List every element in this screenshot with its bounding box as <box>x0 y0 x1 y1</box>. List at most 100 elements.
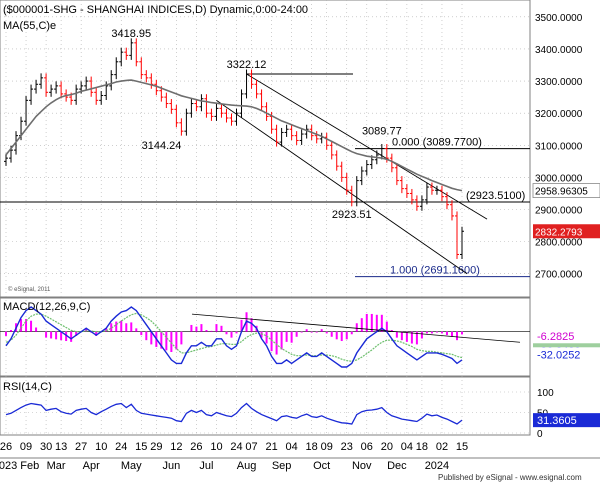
rsi-panel-frame <box>0 376 531 436</box>
month-label: Jun <box>162 460 180 472</box>
price-bar <box>334 150 339 171</box>
macd-value-box <box>533 347 600 362</box>
price-bar <box>404 184 409 198</box>
x-tick-label: 06 <box>361 441 373 453</box>
price-bar <box>444 192 449 210</box>
price-tags: 2958.96305 2832.2793 <box>532 183 600 239</box>
price-bar <box>314 131 319 144</box>
watermark: © eSignal, 2011 <box>8 286 51 293</box>
x-tick-label: 07 <box>245 441 257 453</box>
month-label: Dec <box>387 460 407 472</box>
price-bar <box>254 79 259 99</box>
price-tick-label: 2700.0000 <box>535 270 583 281</box>
price-bar <box>434 185 439 195</box>
price-bar <box>49 84 54 97</box>
x-axis: 26 09 30 13 27 10 24 15 29 12 26 10 24 07 21 04 18 09 23 06… <box>0 441 468 453</box>
price-tick-label: 3500.0000 <box>535 13 583 24</box>
price-y-axis: 3500.0000 3400.0000 3300.0000 3200.0000 3100… <box>535 13 583 281</box>
price-bar <box>84 76 89 91</box>
price-bar <box>74 84 79 105</box>
x-tick-label: 04 <box>401 441 413 453</box>
ma-value-box <box>532 183 600 198</box>
trendline <box>216 99 468 275</box>
macd-title: MACD(12,26,9,C) <box>3 301 90 313</box>
price-bar <box>34 79 39 94</box>
price-bar <box>299 129 304 145</box>
macd-trendline <box>191 313 521 343</box>
price-bar <box>94 87 99 105</box>
price-bar <box>164 92 169 109</box>
rsi-value-label: 31.3605 <box>537 415 577 427</box>
price-bar <box>134 38 139 67</box>
price-bar <box>399 176 404 194</box>
price-bar <box>44 73 49 97</box>
price-bar <box>349 185 354 207</box>
price-bar <box>24 95 29 126</box>
rsi-lines <box>5 402 463 425</box>
price-bar <box>139 57 144 80</box>
x-tick-label: 02 <box>436 441 448 453</box>
price-tick-label: 3400.0000 <box>535 45 583 56</box>
price-bar <box>29 84 34 105</box>
fib-level-label: (2923.5100) <box>466 190 525 202</box>
price-bar <box>419 195 424 211</box>
month-label: May <box>121 460 142 472</box>
price-bar <box>169 99 174 114</box>
macd-lines <box>5 306 521 368</box>
x-tick-label: 26 <box>0 441 12 453</box>
price-bar <box>239 89 244 118</box>
price-annotation-label: 2923.51 <box>332 209 372 221</box>
price-bar <box>339 161 344 182</box>
price-bar <box>354 176 359 207</box>
rsi-tags: 31.3605 <box>533 413 600 428</box>
price-bar <box>129 38 134 60</box>
ma-value-label: 2958.96305 <box>535 187 588 198</box>
price-bar <box>379 144 384 160</box>
price-bar <box>209 108 214 121</box>
x-tick-label: 15 <box>135 441 147 453</box>
price-bar <box>89 76 94 97</box>
price-bar <box>224 108 229 123</box>
price-bar <box>429 182 434 195</box>
month-label: Aug <box>237 460 257 472</box>
price-bar <box>284 124 289 137</box>
footer-text: Published by eSignal - www.esignal.com <box>438 473 582 482</box>
rsi-line <box>5 402 463 425</box>
x-tick-label: 24 <box>230 441 242 453</box>
price-bar <box>234 108 239 126</box>
x-tick-label: 18 <box>306 441 318 453</box>
price-bar <box>39 73 44 89</box>
price-tick-label: 3300.0000 <box>535 77 583 88</box>
macd-value-box <box>533 329 600 344</box>
month-label: Apr <box>83 460 100 472</box>
price-bar <box>304 124 309 139</box>
price-annotation-label: 3089.77 <box>362 126 402 138</box>
price-bar <box>244 69 249 99</box>
x-tick-label: 26 <box>190 441 202 453</box>
price-bar <box>294 131 299 145</box>
price-bar <box>364 160 369 176</box>
macd-tags: -6.2825-26.3426-32.0252 <box>533 329 600 362</box>
price-bar <box>174 104 179 128</box>
ma-label: MA(55,C)e <box>3 20 56 32</box>
price-bar <box>264 102 269 121</box>
price-bar <box>279 127 284 147</box>
price-bar <box>54 81 59 94</box>
month-axis: 2023 Feb Mar Apr May Jun Jul Aug Sep Oct Nov Dec 20… <box>0 460 449 472</box>
grid-lines <box>0 0 530 435</box>
month-label: 2024 <box>425 460 449 472</box>
month-label: Mar <box>47 460 66 472</box>
rsi-value-box <box>533 413 600 428</box>
price-bar <box>184 108 189 136</box>
price-bar <box>189 99 194 118</box>
price-bar <box>389 153 394 173</box>
price-bar <box>144 70 149 83</box>
price-tick-label: 3000.0000 <box>535 173 583 184</box>
x-tick-label: 30 <box>40 441 52 453</box>
price-bar <box>414 195 419 211</box>
price-bar <box>394 163 399 186</box>
price-bar <box>119 47 124 67</box>
x-tick-label: 23 <box>341 441 353 453</box>
